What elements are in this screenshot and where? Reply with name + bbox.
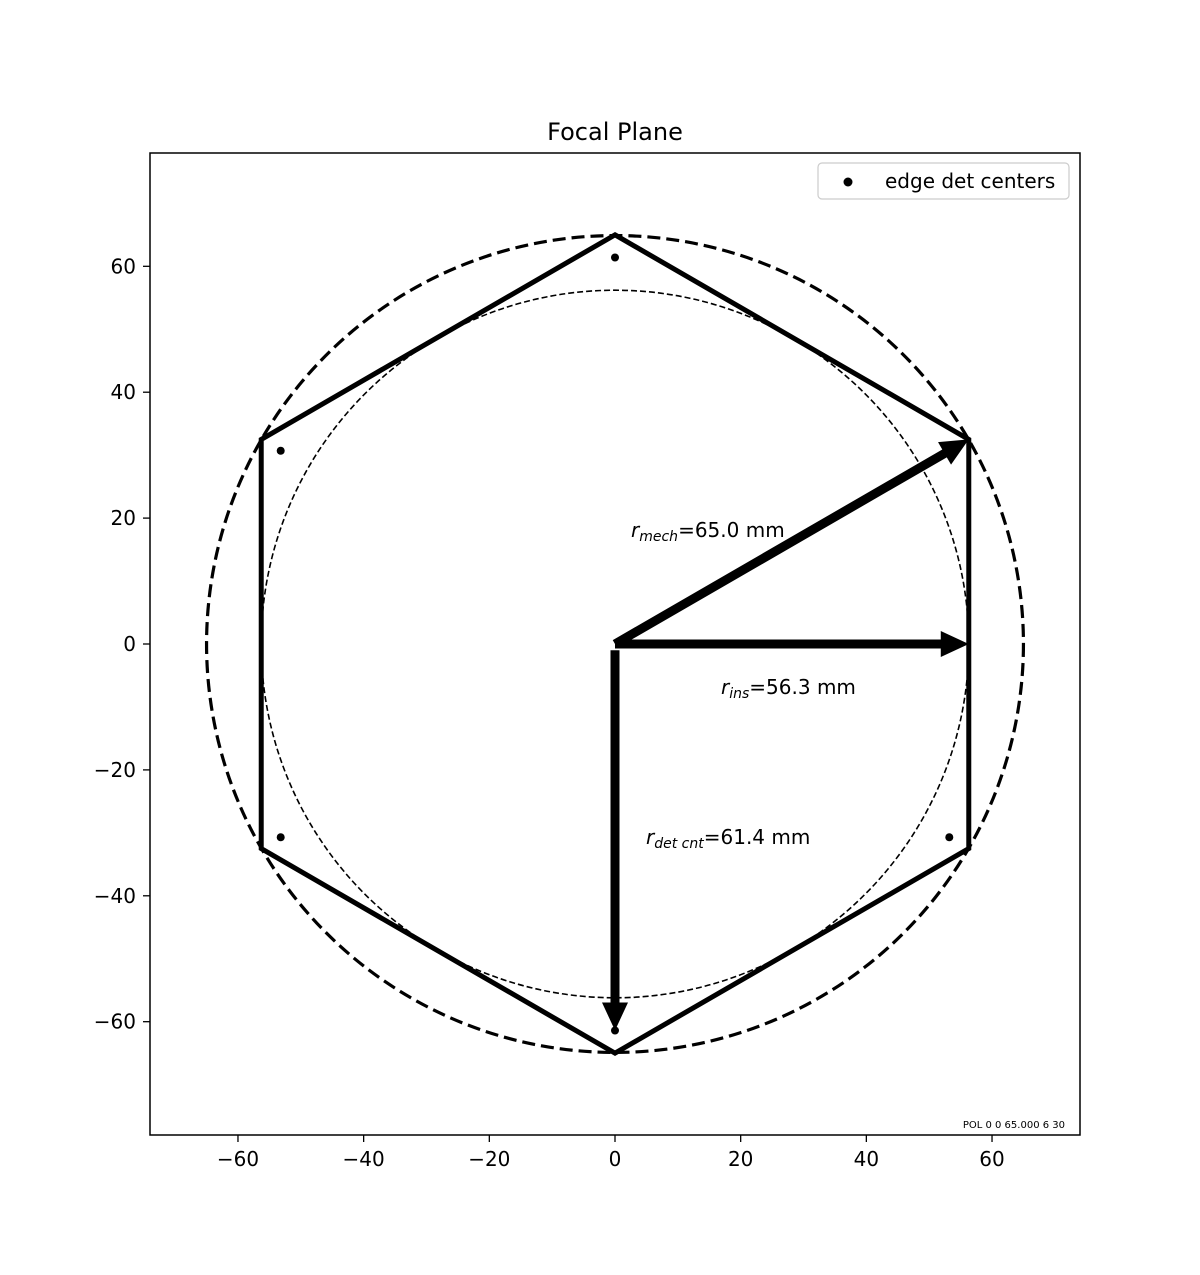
edge-det-center-point [276,446,285,455]
plot-layer [204,231,1026,1057]
x-tick-label: −40 [343,1147,385,1171]
r-ins-symbol: r [721,675,731,699]
r-det-symbol: r [646,825,656,849]
x-tick-label: −20 [468,1147,510,1171]
arrow-det-cnt [602,650,628,1031]
edge-det-center-point [945,833,954,842]
x-tick-label: 40 [854,1147,879,1171]
legend-label: edge det centers [885,169,1055,193]
r-det-value: =61.4 mm [704,825,811,849]
y-tick-label: 40 [111,380,136,404]
x-axis: −60 −40 −20 0 20 40 60 [217,1135,1005,1171]
edge-det-center-point [611,253,619,262]
r-ins-subscript: ins [729,686,749,702]
y-tick-label: −60 [94,1010,136,1034]
x-tick-label: 0 [609,1147,622,1171]
edge-det-center-point [276,833,285,842]
r-det-annotation: rdet cnt=61.4 mm [646,825,810,852]
y-tick-label: −20 [94,758,136,782]
y-axis: −60 −40 −20 0 20 40 60 [94,254,150,1034]
r-mech-annotation: rmech=65.0 mm [631,518,785,545]
y-tick-label: 60 [111,254,136,278]
x-tick-label: −60 [217,1147,259,1171]
arrow-mech [612,439,969,648]
r-ins-annotation: rins=56.3 mm [721,675,856,702]
legend: edge det centers [817,162,1070,200]
r-ins-value: =56.3 mm [749,675,856,699]
x-tick-label: 60 [979,1147,1004,1171]
r-mech-subscript: mech [639,529,678,545]
radius-arrows [602,439,969,1031]
r-det-subscript: det cnt [654,836,704,852]
r-mech-value: =65.0 mm [678,518,785,542]
x-tick-label: 20 [728,1147,753,1171]
legend-box [817,162,1070,200]
y-tick-label: −40 [94,884,136,908]
arrow-ins [615,631,969,657]
r-mech-symbol: r [631,518,641,542]
y-tick-label: 0 [123,632,136,656]
chart-title: Focal Plane [547,118,683,146]
y-tick-label: 20 [111,506,136,530]
legend-marker [843,177,853,187]
footer-note: POL 0 0 65.000 6 30 [963,1120,1065,1131]
